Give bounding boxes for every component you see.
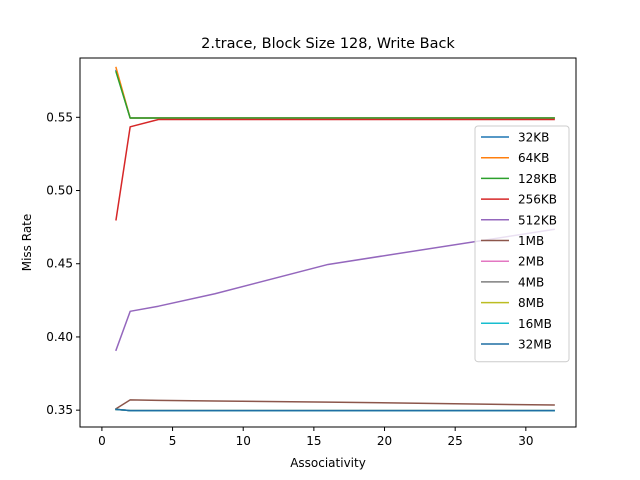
y-tick-label: 0.35 [46,403,73,417]
series-line-512kb [115,228,555,352]
series-line-32mb [115,408,555,412]
x-axis-label: Associativity [290,456,366,470]
legend: 32KB 64KB 128KB 256KB 512KB 1MB 2MB 4MB 8MB 16MB 3… [474,125,570,363]
legend-label-32kb: 32KB [518,131,549,145]
x-tick-label: 20 [377,434,392,448]
series-line-128kb [115,70,555,119]
y-axis-label: Miss Rate [20,214,34,272]
legend-label-64kb: 64KB [518,151,549,165]
plot-area [114,66,555,412]
legend-label-512kb: 512KB [518,213,557,227]
chart-title: 2.trace, Block Size 128, Write Back [201,36,455,52]
legend-label-256kb: 256KB [518,193,557,207]
x-tick-label: 0 [98,434,106,448]
legend-label-4mb: 4MB [518,275,544,289]
legend-label-2mb: 2MB [518,255,544,269]
series-line-1mb [114,399,555,410]
legend-label-1mb: 1MB [518,234,544,248]
series-line-256kb [115,118,555,221]
x-tick-label: 5 [169,434,177,448]
series-line-32kb [115,69,555,119]
y-axis: 0.35 0.40 0.45 0.50 0.55 [46,110,80,417]
legend-label-128kb: 128KB [518,172,557,186]
legend-label-32mb: 32MB [518,338,552,352]
y-tick-label: 0.55 [46,110,73,124]
x-tick-label: 10 [236,434,251,448]
legend-label-16mb: 16MB [518,317,552,331]
x-tick-label: 15 [306,434,321,448]
x-axis: 0 5 10 15 20 25 30 [98,427,533,448]
plot-frame [79,57,577,428]
y-tick-label: 0.45 [46,257,73,271]
x-tick-label: 25 [448,434,463,448]
series-line-64kb [115,66,555,119]
legend-label-8mb: 8MB [518,296,544,310]
y-tick-label: 0.40 [46,330,73,344]
x-tick-label: 30 [518,434,533,448]
y-tick-label: 0.50 [46,184,73,198]
